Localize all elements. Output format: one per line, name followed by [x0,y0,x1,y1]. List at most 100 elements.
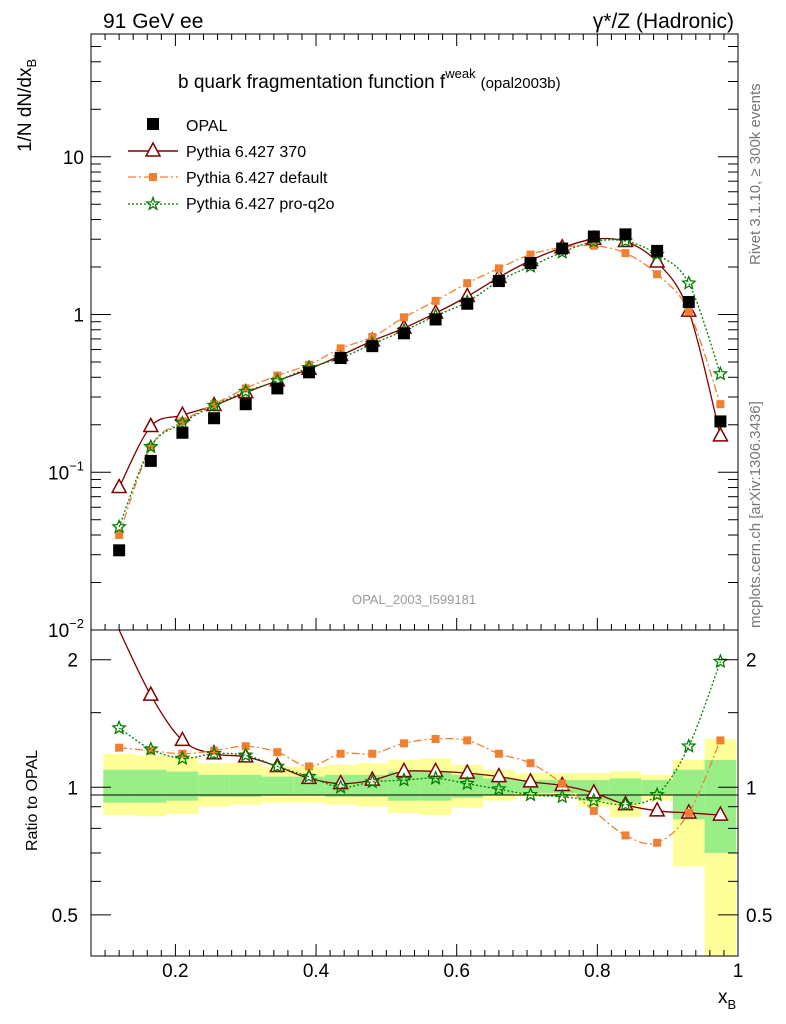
ratio-point-pythia-6-427-default [653,838,662,847]
point-pythia-6-427-370 [142,416,160,433]
point-opal [429,313,442,326]
legend-item-pythia-pro-q2o: Pythia 6.427 pro-q2o [128,195,335,213]
legend-label-opal: OPAL [186,118,228,135]
ratio-point-pythia-6-427-370 [237,747,254,763]
ratio-y-axis-label: Ratio to OPAL [24,750,41,851]
ratio-point-pythia-6-427-default [494,749,503,758]
ratio-point-pythia-6-427-default [558,779,567,788]
x-tick-label: 0.4 [303,961,330,982]
rivet-version-text: Rivet 3.1.10, ≥ 300k events [747,83,764,265]
point-pythia-6-427-pro-q2o [712,365,729,381]
point-opal [524,257,537,270]
ratio-stat-uncertainty-band [103,769,135,803]
point-pythia-6-427-default [146,442,155,451]
point-pythia-6-427-370 [648,252,666,268]
ratio-point-pythia-6-427-default [621,831,630,840]
point-opal [397,327,410,340]
y-tick-label-exponent: −2 [69,616,84,631]
ratio-point-pythia-6-427-pro-q2o [586,792,602,808]
y-tick-label-base: 1 [73,306,84,327]
header-left: 91 GeV ee [103,10,203,33]
point-pythia-6-427-pro-q2o [143,438,159,454]
ratio-stat-uncertainty-band [483,778,515,795]
point-pythia-6-427-370 [110,477,128,494]
point-pythia-6-427-default [653,270,662,279]
ratio-point-pythia-6-427-default [684,808,693,817]
chart-title: b quark fragmentation function fweak (opa… [178,66,561,93]
ratio-point-pythia-6-427-default [589,806,598,815]
point-pythia-6-427-default [336,344,345,353]
ratio-point-pythia-6-427-pro-q2o [143,741,159,756]
point-opal [271,382,284,395]
ratio-point-pythia-6-427-370 [648,801,666,817]
point-pythia-6-427-default [716,400,725,409]
ratio-point-pythia-6-427-pro-q2o [554,788,570,804]
point-pythia-6-427-default [463,279,472,288]
point-opal [587,230,600,243]
ratio-point-pythia-6-427-default [463,736,472,745]
point-pythia-6-427-default [431,296,440,305]
chart-title-superscript: weak [444,66,476,81]
x-tick-label: 1 [733,961,744,982]
chart-title-main: b quark fragmentation function f [178,72,446,93]
x-axis-label-main: x [718,987,728,1008]
point-pythia-6-427-pro-q2o [681,275,697,290]
ratio-point-pythia-6-427-pro-q2o [427,770,444,785]
point-pythia-6-427-pro-q2o [111,518,127,534]
ratio-point-pythia-6-427-370 [395,761,413,778]
point-opal [113,544,126,557]
point-opal [682,296,695,309]
ratio-point-pythia-6-427-pro-q2o [617,796,634,812]
ratio-point-pythia-6-427-default [115,743,124,752]
ratio-panel: 0.5 0.5 1 1 2 2 0.2 0.4 0.6 0.8 1 Ratio to OPAL xB [24,629,773,1012]
ratio-point-pythia-6-427-default [368,749,377,758]
y-tick-label: 10−2 [48,616,84,642]
legend-item-pythia-default: Pythia 6.427 default [128,170,328,187]
ratio-point-pythia-6-427-pro-q2o [269,758,286,774]
ratio-point-pythia-6-427-pro-q2o [680,737,697,753]
point-opal [556,242,569,255]
ratio-point-pythia-6-427-pro-q2o [237,747,254,762]
line-pythia-6-427-default [118,244,722,536]
ratio-point-pythia-6-427-default [305,762,314,771]
ratio-point-pythia-6-427-default [716,736,725,745]
ratio-axis-ticks: 0.5 0.5 1 1 2 2 0.2 0.4 0.6 0.8 1 [52,651,773,982]
x-axis-label: xB [718,987,736,1012]
legend-marker-small-square [149,173,157,181]
point-pythia-6-427-default [178,417,187,426]
point-opal [144,454,157,467]
point-opal [461,297,474,310]
point-opal [366,340,379,353]
header-right: γ*/Z (Hadronic) [593,10,734,33]
point-pythia-6-427-default [684,307,693,316]
point-opal [619,228,632,241]
x-tick-label: 0.2 [162,961,188,982]
point-opal [176,426,189,439]
point-pythia-6-427-default [526,250,535,259]
ratio-stat-uncertainty-band [229,774,262,797]
ratio-point-pythia-6-427-pro-q2o [364,773,381,789]
y-tick-label: 10−1 [48,458,84,484]
ratio-point-pythia-6-427-pro-q2o [459,775,475,791]
point-pythia-6-427-default [589,241,598,250]
point-opal [334,351,347,364]
x-tick-label: 0.8 [584,961,610,982]
main-y-axis-label: 1/N dN/dxB [15,59,39,152]
legend-label-pythia-default: Pythia 6.427 default [186,170,328,187]
y-tick-label-base: 10 [48,621,69,642]
point-opal [651,244,664,257]
ratio-uncertainty-bands [103,739,737,956]
ratio-point-pythia-6-427-default [273,748,282,757]
y-tick-label-exponent: −1 [69,458,84,473]
ratio-stat-uncertainty-band [261,776,294,795]
legend-item-pythia-370: Pythia 6.427 370 [128,141,306,161]
y-tick-label-base: 10 [63,148,84,169]
main-series-layer [110,228,729,557]
point-pythia-6-427-370 [712,426,729,442]
point-opal [239,398,252,411]
ratio-y-tick-label-left: 0.5 [52,906,78,927]
ratio-point-pythia-6-427-pro-q2o [649,786,665,802]
ratio-y-tick-label-right: 1 [746,778,757,799]
point-pythia-6-427-default [210,400,219,409]
